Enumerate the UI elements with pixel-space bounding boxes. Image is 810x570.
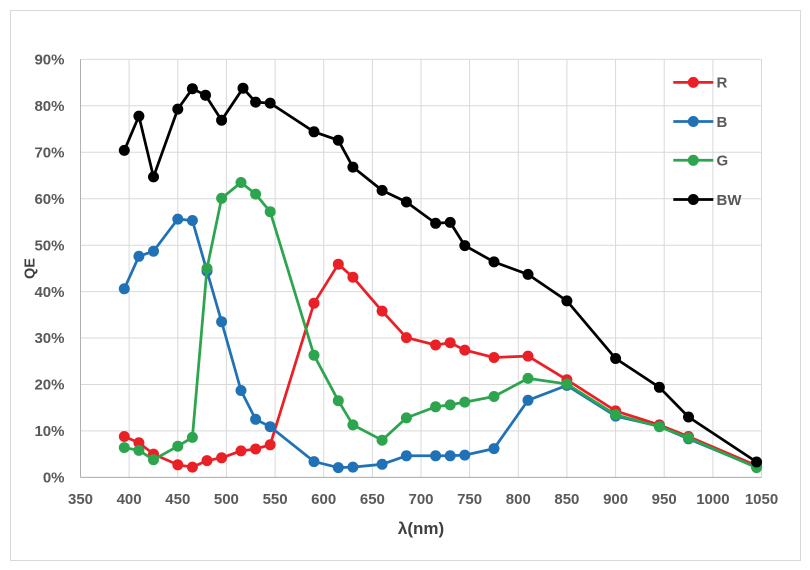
svg-text:QE: QE [23, 258, 39, 279]
svg-text:40%: 40% [34, 284, 64, 301]
svg-text:800: 800 [506, 491, 531, 508]
svg-text:B: B [717, 114, 728, 131]
svg-text:70%: 70% [34, 145, 64, 162]
svg-text:700: 700 [408, 491, 433, 508]
svg-text:20%: 20% [34, 377, 64, 394]
svg-text:1050: 1050 [745, 491, 778, 508]
svg-text:λ(nm): λ(nm) [398, 519, 444, 538]
svg-text:850: 850 [554, 491, 579, 508]
svg-text:1000: 1000 [696, 491, 729, 508]
svg-text:G: G [717, 153, 729, 170]
svg-text:60%: 60% [34, 191, 64, 208]
svg-text:80%: 80% [34, 98, 64, 115]
svg-text:900: 900 [603, 491, 628, 508]
svg-text:500: 500 [214, 491, 239, 508]
svg-text:30%: 30% [34, 330, 64, 347]
svg-text:90%: 90% [34, 52, 64, 69]
svg-text:50%: 50% [34, 237, 64, 254]
svg-text:10%: 10% [34, 423, 64, 440]
svg-text:600: 600 [311, 491, 336, 508]
svg-text:400: 400 [117, 491, 142, 508]
svg-text:750: 750 [457, 491, 482, 508]
svg-text:450: 450 [165, 491, 190, 508]
svg-text:550: 550 [263, 491, 288, 508]
svg-text:BW: BW [717, 192, 743, 209]
svg-text:350: 350 [68, 491, 93, 508]
svg-text:0%: 0% [43, 470, 65, 487]
svg-text:650: 650 [360, 491, 385, 508]
svg-text:R: R [717, 75, 728, 92]
svg-text:950: 950 [652, 491, 677, 508]
